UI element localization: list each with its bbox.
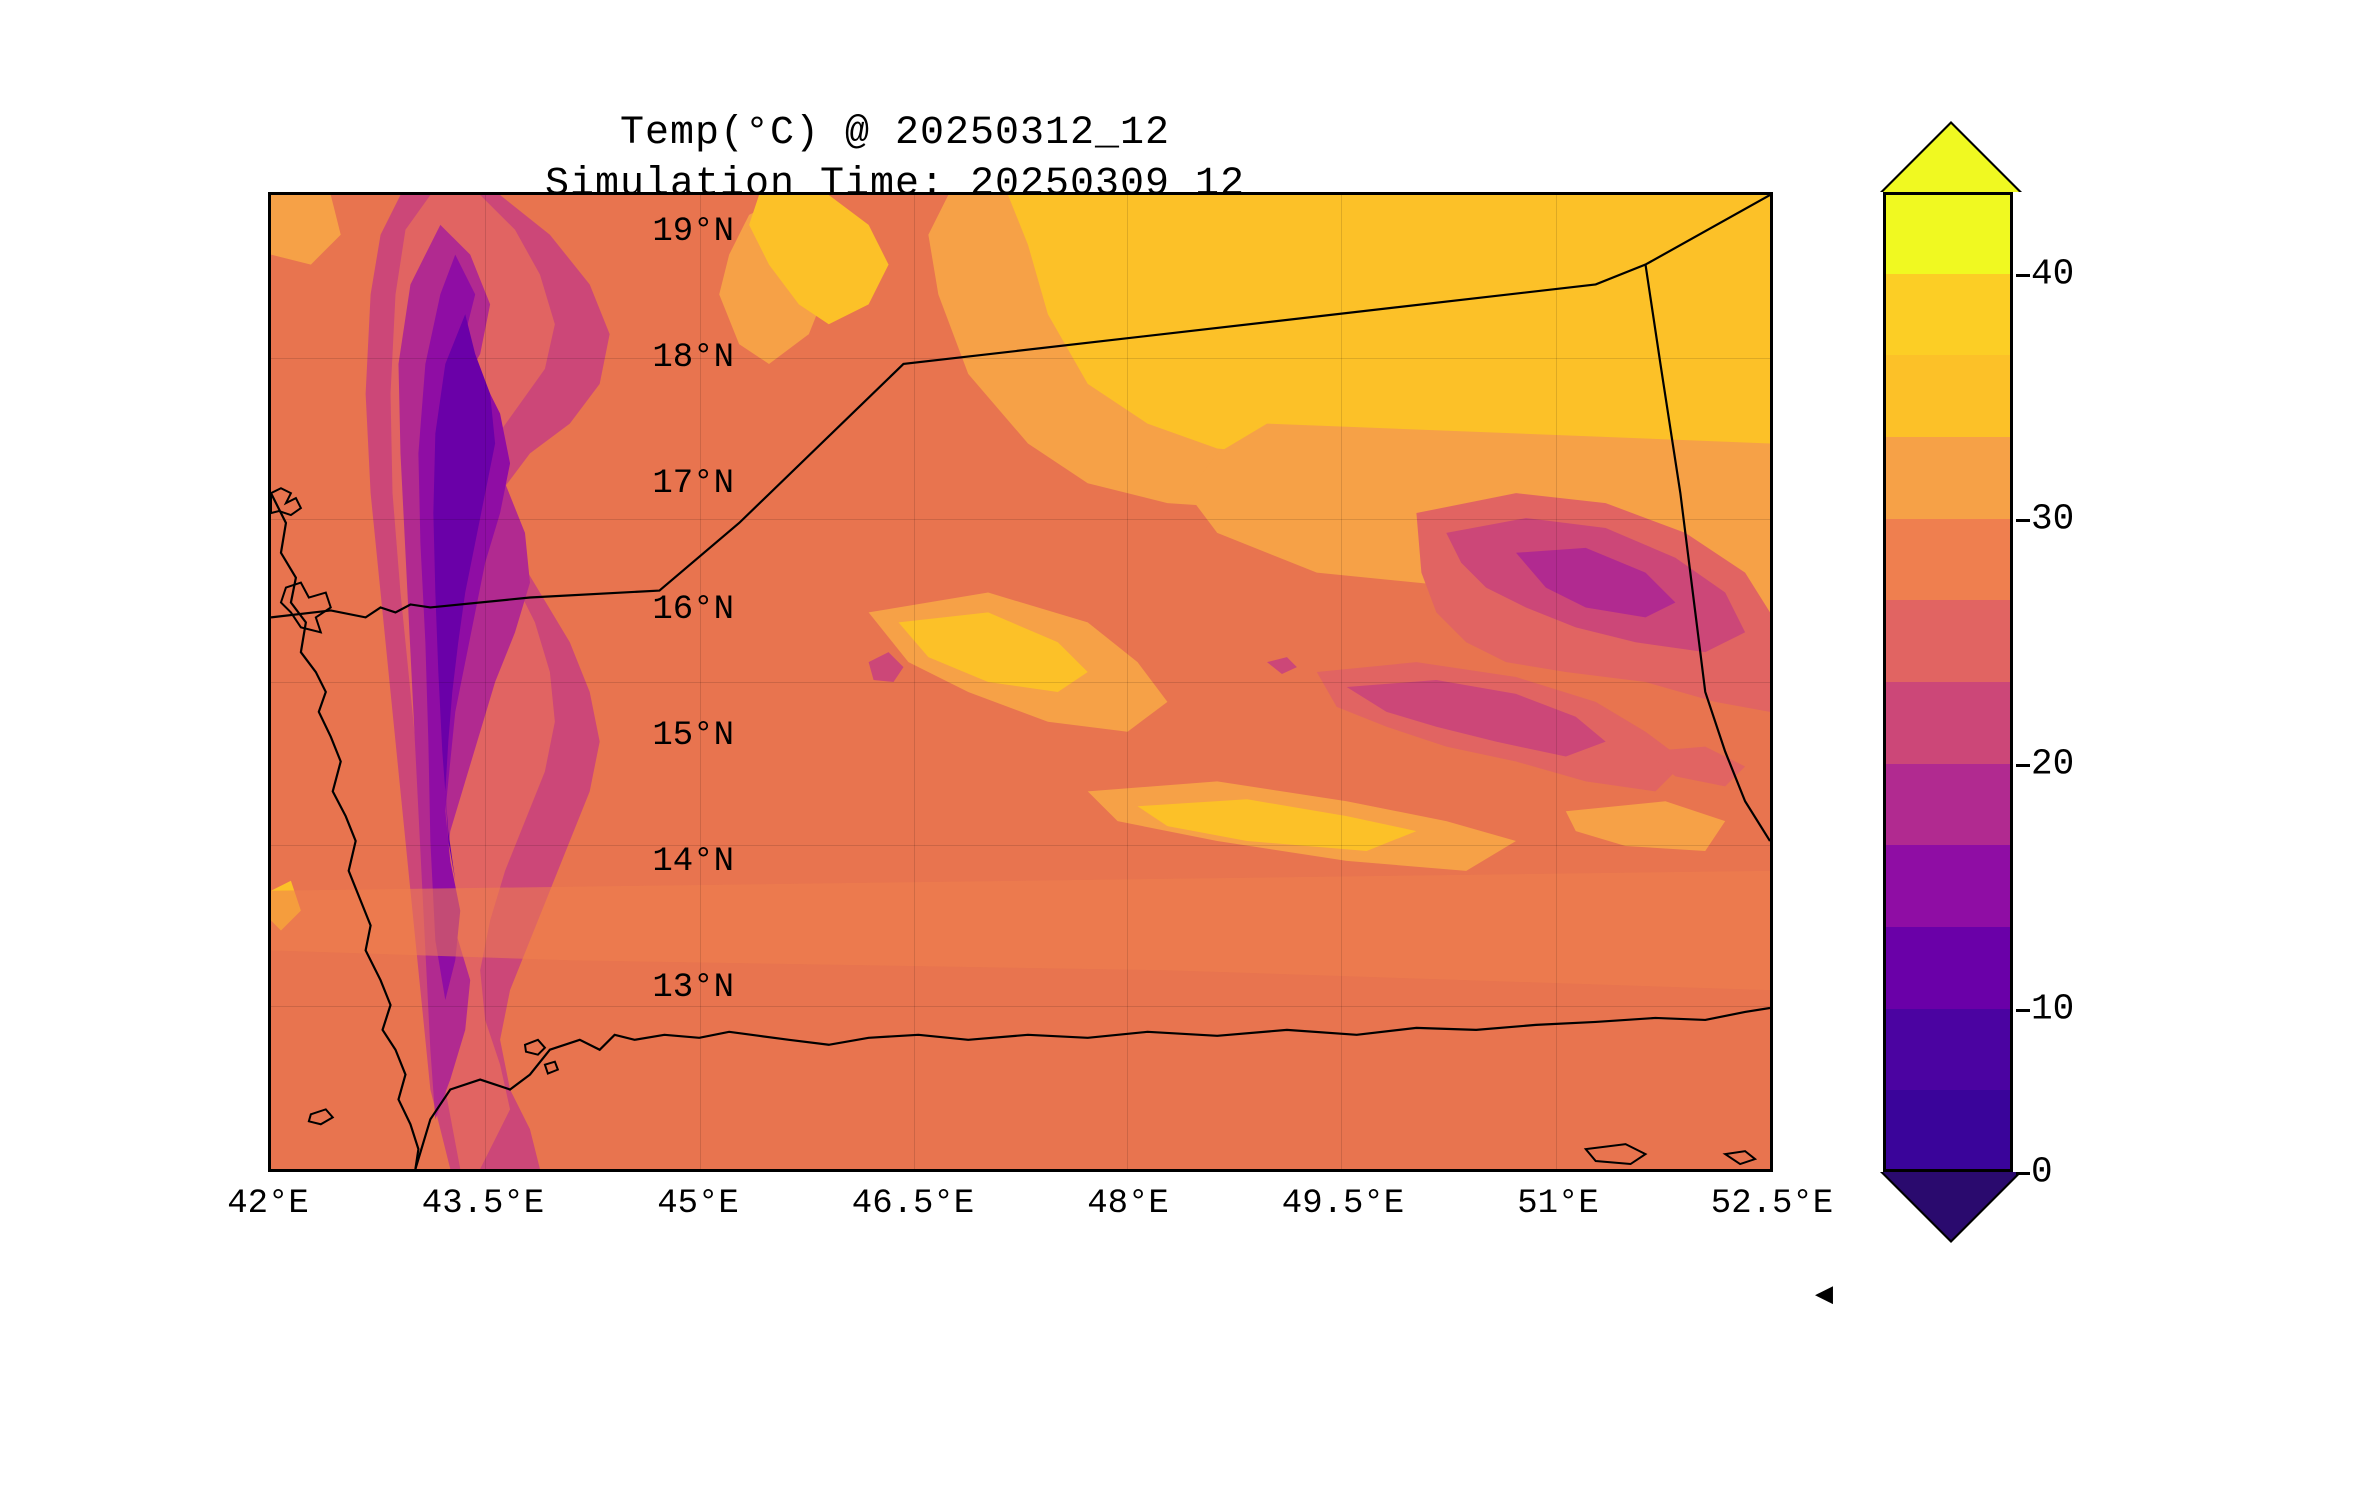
- xtick-43_5E: 43.5°E: [422, 1185, 544, 1223]
- xtick-48E: 48°E: [1087, 1185, 1169, 1223]
- ytick-16N: 16°N: [494, 591, 734, 629]
- cb-tick-0: 0: [2031, 1152, 2053, 1193]
- xtick-52_5E: 52.5°E: [1711, 1185, 1833, 1223]
- xtick-45E: 45°E: [657, 1185, 739, 1223]
- cb-tick-30: 30: [2031, 498, 2074, 539]
- ytick-18N: 18°N: [494, 339, 734, 377]
- ytick-14N: 14°N: [494, 843, 734, 881]
- xtick-49_5E: 49.5°E: [1282, 1185, 1404, 1223]
- xtick-51E: 51°E: [1517, 1185, 1599, 1223]
- ytick-15N: 15°N: [494, 717, 734, 755]
- ytick-17N: 17°N: [494, 465, 734, 503]
- colorbar[interactable]: 40 30 20 10 0: [1883, 192, 2013, 1172]
- ytick-19N: 19°N: [494, 213, 734, 251]
- cb-tick-40: 40: [2031, 253, 2074, 294]
- xtick-42E: 42°E: [227, 1185, 309, 1223]
- xtick-46_5E: 46.5°E: [852, 1185, 974, 1223]
- cb-tick-20: 20: [2031, 743, 2074, 784]
- cb-tick-10: 10: [2031, 988, 2074, 1029]
- mouse-cursor-icon: ◀: [1815, 1276, 1833, 1313]
- chart-title-line1: Temp(°C) @ 20250312_12: [0, 108, 1790, 159]
- root-page: Temp(°C) @ 20250312_12 Simulation Time: …: [0, 0, 2371, 1500]
- ytick-13N: 13°N: [494, 969, 734, 1007]
